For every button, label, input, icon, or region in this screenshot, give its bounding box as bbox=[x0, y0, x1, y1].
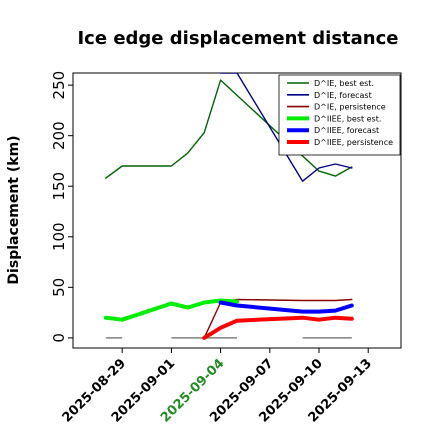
y-axis-ticks: 0 50 100 150 200 250 bbox=[50, 71, 73, 343]
series-line bbox=[105, 79, 353, 179]
legend-label: D^IIEE, forecast bbox=[314, 126, 379, 135]
y-tick-label: 250 bbox=[50, 71, 68, 100]
series-line bbox=[202, 315, 354, 340]
series-line bbox=[219, 73, 353, 182]
legend-label: D^IE, best est. bbox=[314, 79, 374, 88]
series-lines bbox=[103, 73, 354, 340]
legend-label: D^IIEE, persistence bbox=[314, 138, 393, 147]
y-tick-label: 50 bbox=[50, 278, 68, 297]
y-tick-label: 200 bbox=[50, 121, 68, 150]
legend: D^IE, best est. D^IE, forecast D^IE, persi… bbox=[278, 74, 401, 156]
y-tick-label: 150 bbox=[50, 172, 68, 201]
x-axis-ticks: 2025-08-292025-09-012025-09-042025-09-07… bbox=[60, 348, 375, 426]
series-line bbox=[218, 300, 354, 314]
legend-label: D^IE, persistence bbox=[314, 103, 386, 112]
series-line bbox=[103, 298, 239, 322]
legend-label: D^IE, forecast bbox=[314, 91, 372, 100]
chart-title: Ice edge displacement distance bbox=[77, 28, 398, 49]
y-axis-label: Displacement (km) bbox=[6, 135, 22, 284]
y-tick-label: 100 bbox=[50, 222, 68, 251]
y-tick-label: 0 bbox=[50, 333, 68, 343]
legend-label: D^IIEE, best est. bbox=[314, 114, 381, 123]
legend-items: D^IE, best est. D^IE, forecast D^IE, persi… bbox=[287, 79, 393, 147]
